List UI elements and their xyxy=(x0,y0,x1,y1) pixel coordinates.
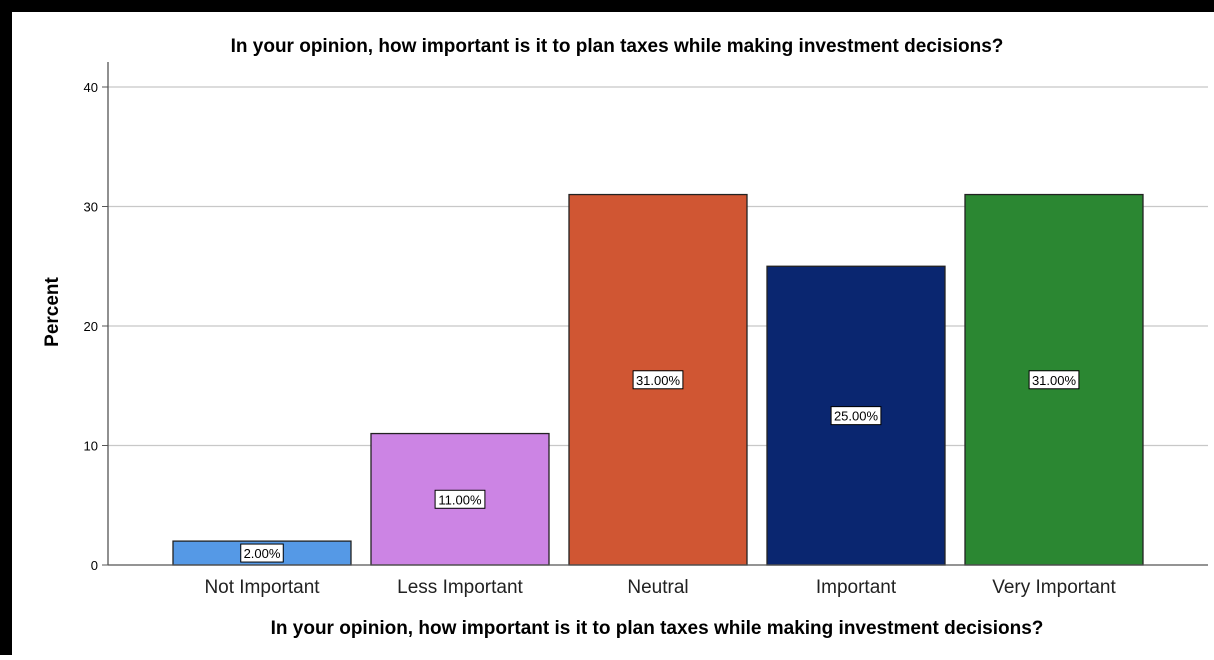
x-axis-label: In your opinion, how important is it to … xyxy=(271,618,1044,639)
y-axis-ticks: 0 10 20 30 40 xyxy=(84,80,108,573)
data-label-box xyxy=(1028,370,1080,390)
x-axis-categories: Not Important Less Important Neutral Import… xyxy=(204,577,1116,598)
y-tick-label: 20 xyxy=(84,319,98,334)
x-category-label: Very Important xyxy=(992,577,1116,598)
data-label-box xyxy=(632,370,684,390)
bar xyxy=(766,265,946,566)
bar-chart: In your opinion, how important is it to … xyxy=(42,36,1208,639)
data-label: 11.00% xyxy=(438,492,482,507)
data-label-box xyxy=(240,543,284,563)
y-tick-label: 10 xyxy=(84,439,98,454)
data-label: 31.00% xyxy=(1032,373,1077,388)
data-label: 25.00% xyxy=(834,409,879,424)
y-tick-label: 0 xyxy=(91,558,98,573)
x-category-label: Less Important xyxy=(397,577,523,598)
y-tick-label: 30 xyxy=(84,200,98,215)
y-tick-label: 40 xyxy=(84,80,98,95)
chart-panel: In your opinion, how important is it to … xyxy=(12,12,1214,655)
x-category-label: Important xyxy=(816,577,897,598)
data-label-box xyxy=(830,406,882,426)
chart-title: In your opinion, how important is it to … xyxy=(231,36,1004,57)
data-label-box xyxy=(434,489,486,509)
data-labels: 2.00% 11.00% 31.00% 25.00% 31.00% xyxy=(240,370,1080,563)
x-category-label: Not Important xyxy=(204,577,320,598)
y-axis-label: Percent xyxy=(42,276,63,346)
x-category-label: Neutral xyxy=(627,577,688,598)
data-label: 31.00% xyxy=(636,373,681,388)
data-label: 2.00% xyxy=(244,546,281,561)
